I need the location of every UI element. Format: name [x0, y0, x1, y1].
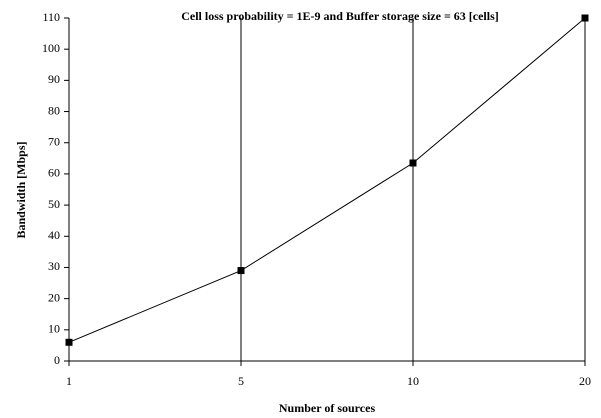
- y-tick-label: 50: [48, 197, 60, 211]
- y-tick-label: 110: [42, 10, 60, 24]
- y-tick-label: 70: [48, 134, 60, 148]
- data-point: [237, 267, 245, 275]
- y-tick-label: 90: [48, 72, 60, 86]
- y-tick-label: 20: [48, 290, 60, 304]
- data-line: [68, 17, 586, 343]
- x-axis-label: Number of sources: [279, 401, 376, 415]
- data-point: [581, 14, 589, 22]
- x-tick-label: 10: [407, 374, 419, 388]
- y-tick-label: 100: [42, 41, 60, 55]
- y-tick-label: 10: [48, 322, 60, 336]
- y-axis-label: Bandwidth [Mbps]: [14, 141, 28, 238]
- y-tick-label: 40: [48, 228, 60, 242]
- x-tick-label: 20: [579, 374, 591, 388]
- x-tick-label: 5: [238, 374, 244, 388]
- data-point: [65, 338, 73, 346]
- x-tick-label: 1: [66, 374, 72, 388]
- y-tick-label: 60: [48, 166, 60, 180]
- y-tick-label: 0: [54, 353, 60, 367]
- y-tick-label: 30: [48, 259, 60, 273]
- chart-title: Cell loss probability = 1E-9 and Buffer …: [181, 9, 499, 23]
- data-point: [409, 159, 417, 167]
- y-tick-label: 80: [48, 103, 60, 117]
